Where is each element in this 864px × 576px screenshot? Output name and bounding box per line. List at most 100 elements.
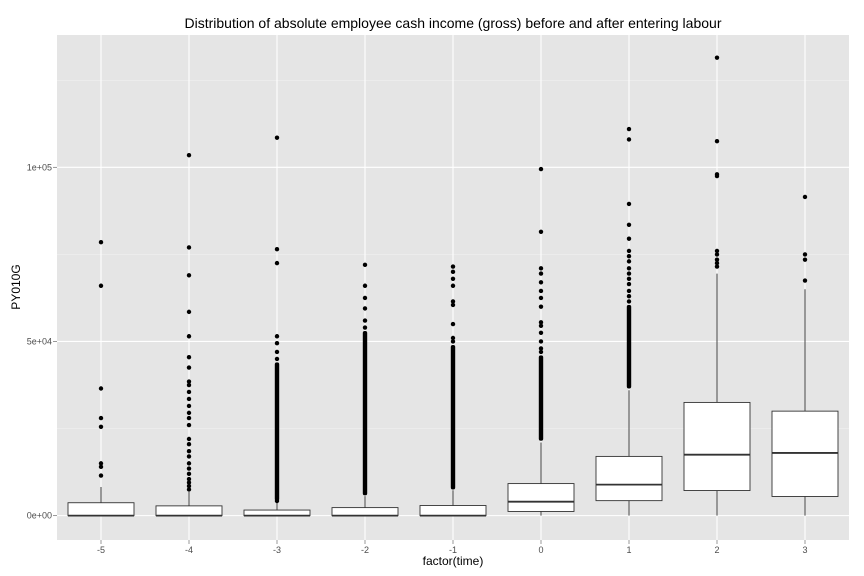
- outlier-point: [714, 172, 720, 177]
- box-group: [595, 126, 663, 516]
- outlier-point: [186, 389, 192, 395]
- outlier-point: [186, 466, 192, 471]
- outlier-point: [538, 349, 544, 355]
- outlier-point: [274, 349, 280, 355]
- outlier-point: [626, 222, 632, 228]
- outlier-point: [186, 454, 192, 459]
- outlier-point: [186, 273, 192, 278]
- outlier-point: [450, 299, 456, 304]
- outlier-point: [538, 166, 544, 172]
- y-tick-label: 0e+00: [27, 511, 52, 521]
- x-tick-label: -2: [361, 545, 369, 555]
- outlier-band: [626, 304, 632, 389]
- outlier-point: [98, 424, 104, 430]
- outlier-point: [538, 330, 544, 335]
- outlier-point: [626, 299, 632, 304]
- outlier-point: [186, 487, 192, 492]
- outlier-point: [98, 283, 104, 288]
- box-group: [419, 264, 487, 517]
- outlier-point: [450, 269, 456, 275]
- outlier-point: [714, 257, 720, 262]
- y-axis-title: PY010G: [9, 264, 23, 309]
- outlier-point: [450, 276, 456, 281]
- outlier-point: [538, 266, 544, 271]
- outlier-point: [626, 137, 632, 142]
- outlier-point: [274, 260, 280, 266]
- outlier-point: [274, 135, 280, 140]
- outlier-point: [362, 325, 368, 330]
- y-axis-ticks: 0e+00 5e+04 1e+05: [27, 162, 57, 521]
- outlier-point: [186, 476, 192, 482]
- x-tick-label: 0: [538, 545, 543, 555]
- outlier-point: [186, 396, 192, 402]
- box-group: [771, 194, 839, 516]
- outlier-point: [450, 321, 456, 327]
- outlier-point: [714, 260, 720, 266]
- x-tick-label: 2: [714, 545, 719, 555]
- outlier-point: [186, 245, 192, 250]
- outlier-point: [186, 334, 192, 339]
- outlier-point: [274, 246, 280, 252]
- outlier-point: [186, 422, 192, 428]
- outlier-point: [450, 283, 456, 288]
- outlier-band: [450, 344, 456, 490]
- x-tick-label: -4: [185, 545, 193, 555]
- box-group: [683, 55, 751, 516]
- outlier-point: [626, 266, 632, 271]
- outlier-point: [362, 283, 368, 288]
- box-group: [243, 135, 311, 517]
- x-tick-label: 3: [802, 545, 807, 555]
- outlier-point: [626, 276, 632, 281]
- outlier-point: [538, 304, 544, 309]
- outlier-point: [186, 436, 192, 442]
- box-iqr: [595, 455, 663, 502]
- outlier-point: [626, 294, 632, 299]
- outlier-point: [186, 415, 192, 421]
- outlier-point: [274, 334, 280, 339]
- outlier-point: [538, 280, 544, 285]
- box-group: [507, 166, 575, 516]
- outlier-point: [186, 382, 192, 388]
- chart-title: Distribution of absolute employee cash i…: [185, 15, 722, 31]
- outlier-point: [186, 448, 192, 454]
- box-group: [67, 240, 135, 517]
- outlier-point: [714, 252, 720, 257]
- outlier-point: [538, 320, 544, 325]
- outlier-point: [802, 257, 808, 262]
- outlier-point: [98, 473, 104, 478]
- outlier-point: [186, 379, 192, 384]
- outlier-point: [98, 461, 104, 466]
- outlier-band: [362, 331, 368, 496]
- outlier-point: [538, 295, 544, 301]
- outlier-point: [186, 410, 192, 416]
- outlier-point: [714, 248, 720, 254]
- box-iqr: [331, 507, 399, 517]
- outlier-point: [98, 386, 104, 391]
- y-tick-label: 1e+05: [27, 162, 52, 172]
- outlier-point: [626, 271, 632, 276]
- outlier-point: [362, 306, 368, 311]
- outlier-point: [186, 309, 192, 315]
- outlier-point: [362, 318, 368, 323]
- box-iqr: [683, 401, 751, 491]
- outlier-point: [626, 126, 632, 132]
- x-tick-label: 1: [626, 545, 631, 555]
- outlier-point: [538, 288, 544, 294]
- outlier-point: [626, 259, 632, 264]
- outlier-point: [98, 415, 104, 421]
- outlier-point: [450, 302, 456, 308]
- x-axis-title: factor(time): [423, 554, 484, 568]
- outlier-point: [186, 152, 192, 158]
- outlier-point: [538, 271, 544, 276]
- outlier-point: [186, 442, 192, 447]
- x-tick-label: -1: [449, 545, 457, 555]
- outlier-point: [802, 278, 808, 283]
- outlier-band: [538, 355, 544, 441]
- outlier-point: [802, 194, 808, 200]
- box-iqr: [419, 505, 487, 517]
- outlier-point: [186, 483, 192, 489]
- x-tick-label: -3: [273, 545, 281, 555]
- box-series: [67, 55, 839, 517]
- outlier-point: [626, 248, 632, 254]
